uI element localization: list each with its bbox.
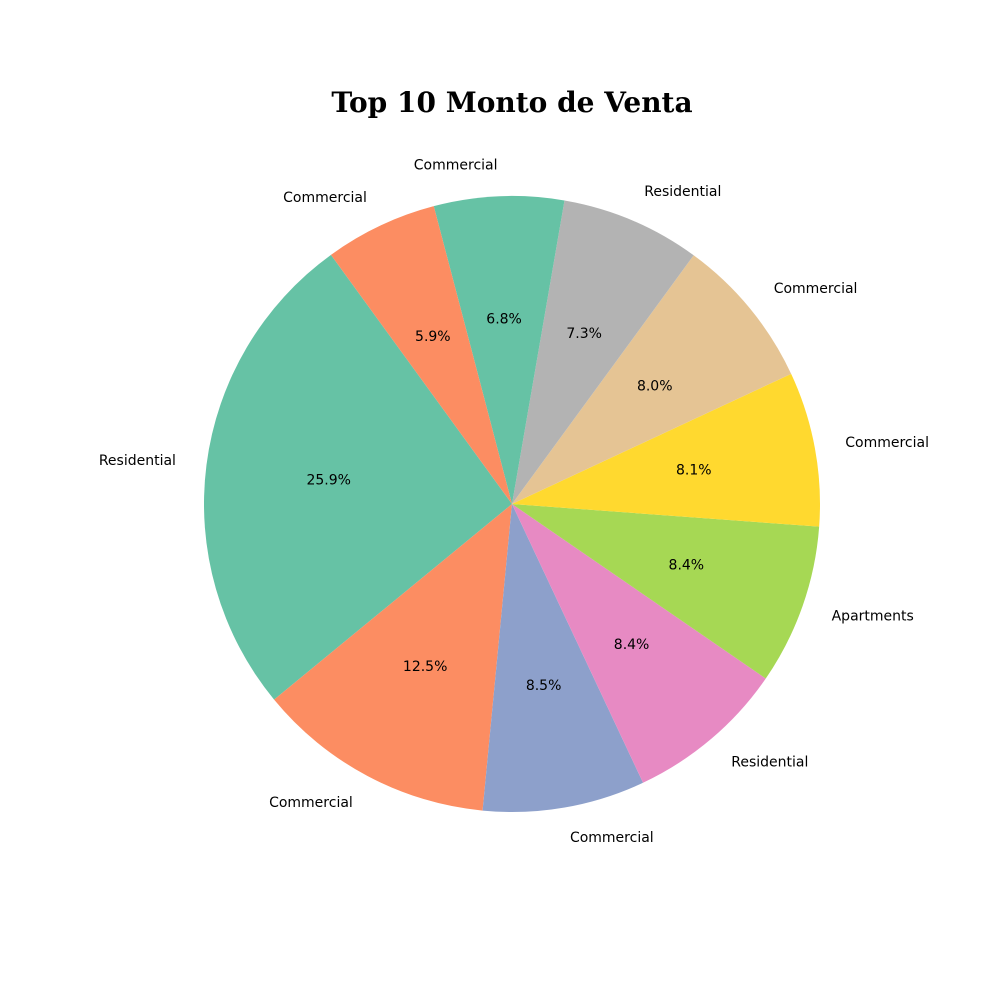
slice-percent-label: 8.5% xyxy=(526,678,562,694)
pie-slice xyxy=(512,200,694,504)
pie-slice xyxy=(512,504,766,783)
pie-slice xyxy=(482,504,644,812)
slice-category-label: Commercial xyxy=(269,795,353,811)
labels-layer: Residential 25.9% Commercial 12.5% Commercia… xyxy=(99,158,929,846)
pie-slice xyxy=(330,206,512,505)
slice-category-label: Commercial xyxy=(774,281,858,297)
pie-slice xyxy=(512,255,792,504)
slice-category-label: Residential xyxy=(644,184,721,200)
slice-percent-label: 8.1% xyxy=(676,463,712,479)
slice-percent-label: 5.9% xyxy=(415,329,451,345)
slice-percent-label: 6.8% xyxy=(486,311,522,327)
chart-title: Top 10 Monto de Venta xyxy=(331,86,692,119)
pie-slice xyxy=(512,373,820,527)
pie-slice xyxy=(433,196,565,504)
slice-percent-label: 12.5% xyxy=(403,659,447,675)
slice-category-label: Apartments xyxy=(832,608,914,624)
slice-category-label: Commercial xyxy=(845,435,929,451)
pie-slice xyxy=(512,504,820,679)
slice-percent-label: 7.3% xyxy=(566,326,602,342)
slices-layer xyxy=(203,196,820,812)
slice-category-label: Commercial xyxy=(414,158,498,174)
slice-category-label: Residential xyxy=(731,754,808,770)
slice-percent-label: 25.9% xyxy=(306,473,350,489)
slice-percent-label: 8.0% xyxy=(637,379,673,395)
slice-category-label: Commercial xyxy=(283,190,367,206)
pie-slice xyxy=(274,504,512,811)
slice-percent-label: 8.4% xyxy=(669,557,705,573)
pie-slice xyxy=(203,254,512,700)
slice-percent-label: 8.4% xyxy=(614,637,650,653)
slice-category-label: Residential xyxy=(99,453,176,469)
slice-category-label: Commercial xyxy=(570,830,654,846)
